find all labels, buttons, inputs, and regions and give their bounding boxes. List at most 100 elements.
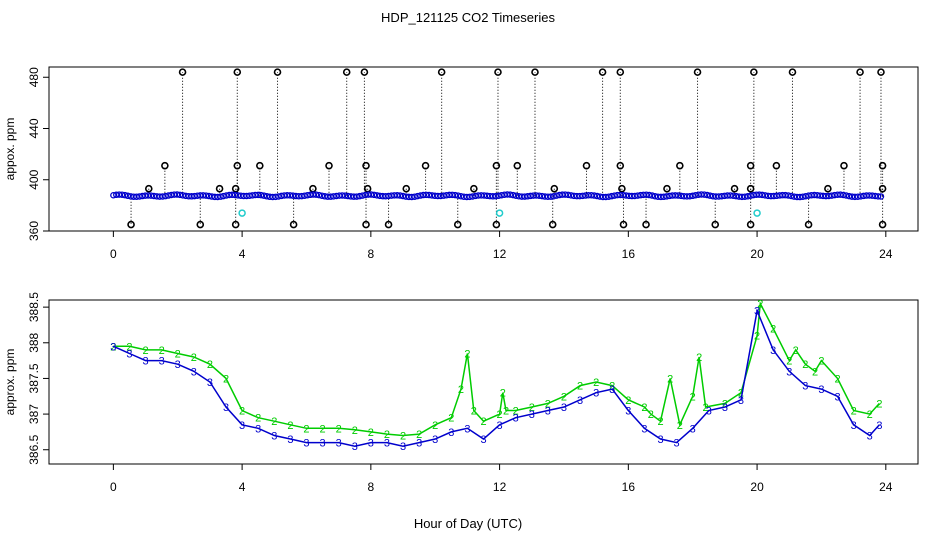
- series-2-marker: 2: [497, 409, 503, 421]
- series-2-marker: 2: [641, 402, 647, 414]
- small-spike-marker: [618, 184, 626, 193]
- baseline-point: [234, 192, 242, 199]
- series-3-marker: 3: [722, 402, 728, 414]
- top-marks: [110, 68, 887, 229]
- series-2-marker: 2: [876, 398, 882, 410]
- baseline-point: [353, 193, 360, 200]
- series-3-marker: 3: [497, 420, 503, 432]
- mid-spike-marker: [746, 161, 755, 170]
- series-2-marker: 2: [320, 423, 326, 435]
- high-spike-marker: [233, 68, 242, 76]
- low-spike-marker: [878, 220, 887, 229]
- high-spike-marker: [693, 68, 702, 76]
- baseline-point: [648, 192, 656, 199]
- series-2-marker: 2: [352, 425, 358, 437]
- baseline-point: [254, 191, 262, 199]
- series-3-marker: 3: [593, 388, 599, 400]
- baseline-point: [674, 192, 682, 199]
- baseline-point: [744, 193, 751, 200]
- series-2-marker: 2: [191, 352, 197, 364]
- series-3-marker: 3: [545, 406, 551, 418]
- high-spike-marker: [788, 68, 797, 76]
- high-spike-marker: [360, 68, 369, 76]
- small-spike-marker: [470, 184, 478, 193]
- baseline-point: [773, 192, 780, 200]
- bottom-y-tick-label: 388: [27, 332, 41, 352]
- mid-spike-marker: [421, 161, 430, 170]
- series-2-marker: 2: [818, 356, 824, 368]
- baseline-point: [179, 192, 187, 199]
- series-2-marker: 2: [802, 359, 808, 371]
- series-3-marker: 3: [876, 420, 882, 432]
- baseline-point: [393, 192, 401, 199]
- small-spike-marker: [550, 184, 559, 193]
- baseline-point: [223, 192, 230, 199]
- low-spike-marker: [746, 220, 755, 229]
- baseline-point: [298, 192, 305, 200]
- baseline-point: [874, 193, 882, 200]
- baseline-point: [730, 192, 737, 199]
- bottom-x-tick-label: 12: [493, 480, 507, 494]
- series-3-marker: 3: [287, 434, 293, 446]
- baseline-point: [315, 191, 323, 199]
- series-3-marker: 3: [802, 381, 808, 393]
- baseline-point: [686, 192, 694, 200]
- series-3-marker: 3: [561, 402, 567, 414]
- series-2-marker: 2: [110, 341, 116, 353]
- top-axes: 0 4 8 12 16 20 24 360 400 440 480: [27, 67, 893, 261]
- baseline-point: [231, 191, 239, 199]
- bottom-x-tick-label: 20: [750, 480, 764, 494]
- baseline-point: [318, 192, 326, 199]
- bottom-x-tick-label: 24: [879, 480, 893, 494]
- series-3-marker: 3: [657, 434, 663, 446]
- series-3-marker: 3: [126, 348, 132, 360]
- baseline-point: [341, 192, 349, 199]
- series-3-marker: 3: [239, 420, 245, 432]
- top-y-tick-label: 360: [27, 221, 41, 241]
- series-2-marker: 2: [503, 406, 509, 418]
- bottom-x-tick-label: 4: [239, 480, 246, 494]
- mid-spike-marker: [513, 161, 522, 170]
- baseline-point: [312, 191, 320, 198]
- series-3-marker: 3: [480, 434, 486, 446]
- baseline-point: [631, 192, 639, 200]
- baseline-point: [643, 191, 650, 199]
- series-3-marker: 3: [175, 359, 181, 371]
- baseline-point: [162, 192, 169, 200]
- baseline-point: [782, 191, 789, 199]
- baseline-point: [509, 191, 517, 199]
- baseline-point: [304, 191, 311, 199]
- baseline-point: [802, 192, 809, 200]
- top-x-tick-label: 4: [239, 247, 246, 261]
- bottom-x-tick-label: 0: [110, 480, 117, 494]
- baseline-point: [150, 192, 158, 200]
- baseline-point: [449, 191, 456, 199]
- series-3-marker: 3: [191, 366, 197, 378]
- series-3-marker: 3: [255, 423, 261, 435]
- baseline-point: [121, 191, 129, 199]
- high-spike-marker: [437, 68, 446, 76]
- bottom-x-tick-label: 8: [368, 480, 375, 494]
- bottom-axes: 0 4 8 12 16 20 24 386.5 387 387.5 388 388.5: [27, 292, 893, 494]
- bottom-y-tick-label: 386.5: [27, 434, 41, 464]
- series-2-marker: 2: [384, 429, 390, 441]
- baseline-point: [408, 193, 415, 201]
- baseline-point: [246, 192, 253, 199]
- series-2-marker: 2: [657, 416, 663, 428]
- high-spike-marker: [273, 68, 282, 76]
- series-2-marker: 2: [500, 388, 506, 400]
- series-3-marker: 3: [142, 356, 148, 368]
- top-y-tick-label: 440: [27, 118, 41, 138]
- series-2-marker: 2: [577, 381, 583, 393]
- baseline-point: [770, 192, 778, 200]
- series-2-marker: 2: [416, 429, 422, 441]
- mid-spike-marker: [582, 161, 591, 170]
- baseline-point: [758, 191, 766, 199]
- series-2-marker: 2: [609, 381, 615, 393]
- baseline-point: [202, 192, 210, 199]
- baseline-point: [457, 192, 465, 200]
- baseline-point: [133, 193, 140, 200]
- baseline-point: [159, 193, 166, 200]
- series-2-marker: 2: [648, 409, 654, 421]
